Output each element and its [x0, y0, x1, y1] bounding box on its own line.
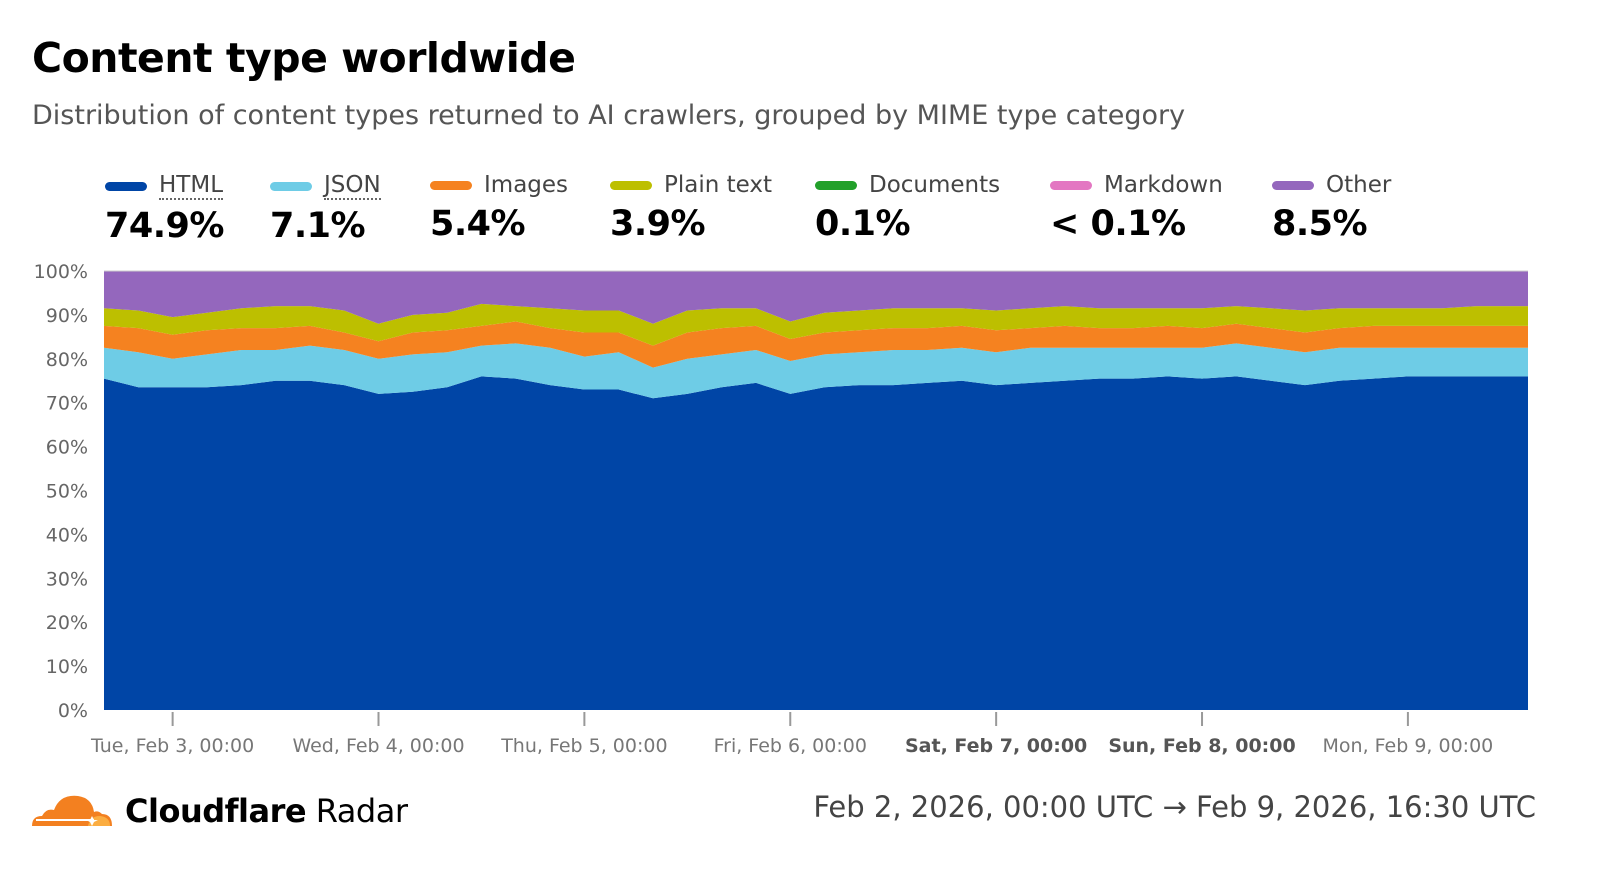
legend-value: 74.9% [105, 206, 224, 246]
legend-label: Images [484, 172, 569, 198]
y-tick-label: 80% [46, 349, 88, 371]
x-tick-label: Tue, Feb 3, 00:00 [90, 735, 254, 757]
legend-item-plain-text[interactable]: Plain text 3.9% [610, 172, 772, 244]
x-tick-label: Sat, Feb 7, 00:00 [905, 735, 1087, 757]
legend-item-other[interactable]: Other 8.5% [1272, 172, 1391, 244]
area-json [104, 343, 1528, 399]
area-html [104, 376, 1528, 710]
legend-item-markdown[interactable]: Markdown < 0.1% [1050, 172, 1223, 244]
date-range: Feb 2, 2026, 00:00 UTC → Feb 9, 2026, 16… [813, 790, 1536, 824]
legend-label: Documents [869, 172, 1001, 198]
legend-swatch [610, 180, 652, 190]
legend-value: 7.1% [270, 206, 366, 246]
y-tick-label: 10% [46, 656, 88, 678]
area-other [104, 271, 1528, 324]
x-tick-label: Fri, Feb 6, 00:00 [714, 735, 867, 757]
y-tick-label: 40% [46, 524, 88, 546]
legend-label: Other [1326, 172, 1392, 198]
page-subtitle: Distribution of content types returned t… [32, 100, 1186, 131]
page-title: Content type worldwide [32, 34, 576, 82]
legend-item-html[interactable]: HTML 74.9% [105, 172, 224, 246]
brand-regular: Radar [315, 792, 408, 830]
legend-swatch [430, 180, 472, 190]
legend-swatch [105, 181, 147, 191]
x-tick-label: Thu, Feb 5, 00:00 [500, 735, 667, 757]
legend-value: 8.5% [1272, 204, 1368, 244]
y-tick-label: 30% [46, 568, 88, 590]
legend-label: Plain text [664, 172, 773, 198]
area-images [104, 321, 1528, 368]
y-tick-label: 90% [46, 305, 88, 327]
legend-label: JSON [324, 172, 381, 200]
legend-item-images[interactable]: Images 5.4% [430, 172, 568, 244]
legend-swatch [1050, 180, 1092, 190]
legend-value: < 0.1% [1050, 204, 1186, 244]
x-tick-label: Wed, Feb 4, 00:00 [292, 735, 464, 757]
legend-swatch [1272, 180, 1314, 190]
area-plain-text [104, 303, 1528, 346]
legend-swatch [270, 181, 312, 191]
legend-label: HTML [159, 172, 224, 200]
y-tick-label: 70% [46, 393, 88, 415]
cloudflare-logo [32, 795, 112, 826]
x-tick-label: Sun, Feb 8, 00:00 [1108, 735, 1295, 757]
legend-label: Markdown [1104, 172, 1223, 198]
y-tick-label: 60% [46, 437, 88, 459]
y-tick-label: 100% [34, 261, 88, 283]
legend-swatch [815, 180, 857, 190]
legend-value: 0.1% [815, 204, 911, 244]
y-tick-label: 20% [46, 612, 88, 634]
brand-name: Cloudflare Radar [125, 792, 408, 830]
brand-bold: Cloudflare [125, 792, 307, 830]
y-tick-label: 50% [46, 481, 88, 503]
legend-value: 3.9% [610, 204, 706, 244]
y-tick-label: 0% [58, 700, 88, 722]
x-tick-label: Mon, Feb 9, 00:00 [1323, 735, 1494, 757]
legend-item-json[interactable]: JSON 7.1% [270, 172, 381, 246]
legend-value: 5.4% [430, 204, 526, 244]
legend-item-documents[interactable]: Documents 0.1% [815, 172, 1000, 244]
